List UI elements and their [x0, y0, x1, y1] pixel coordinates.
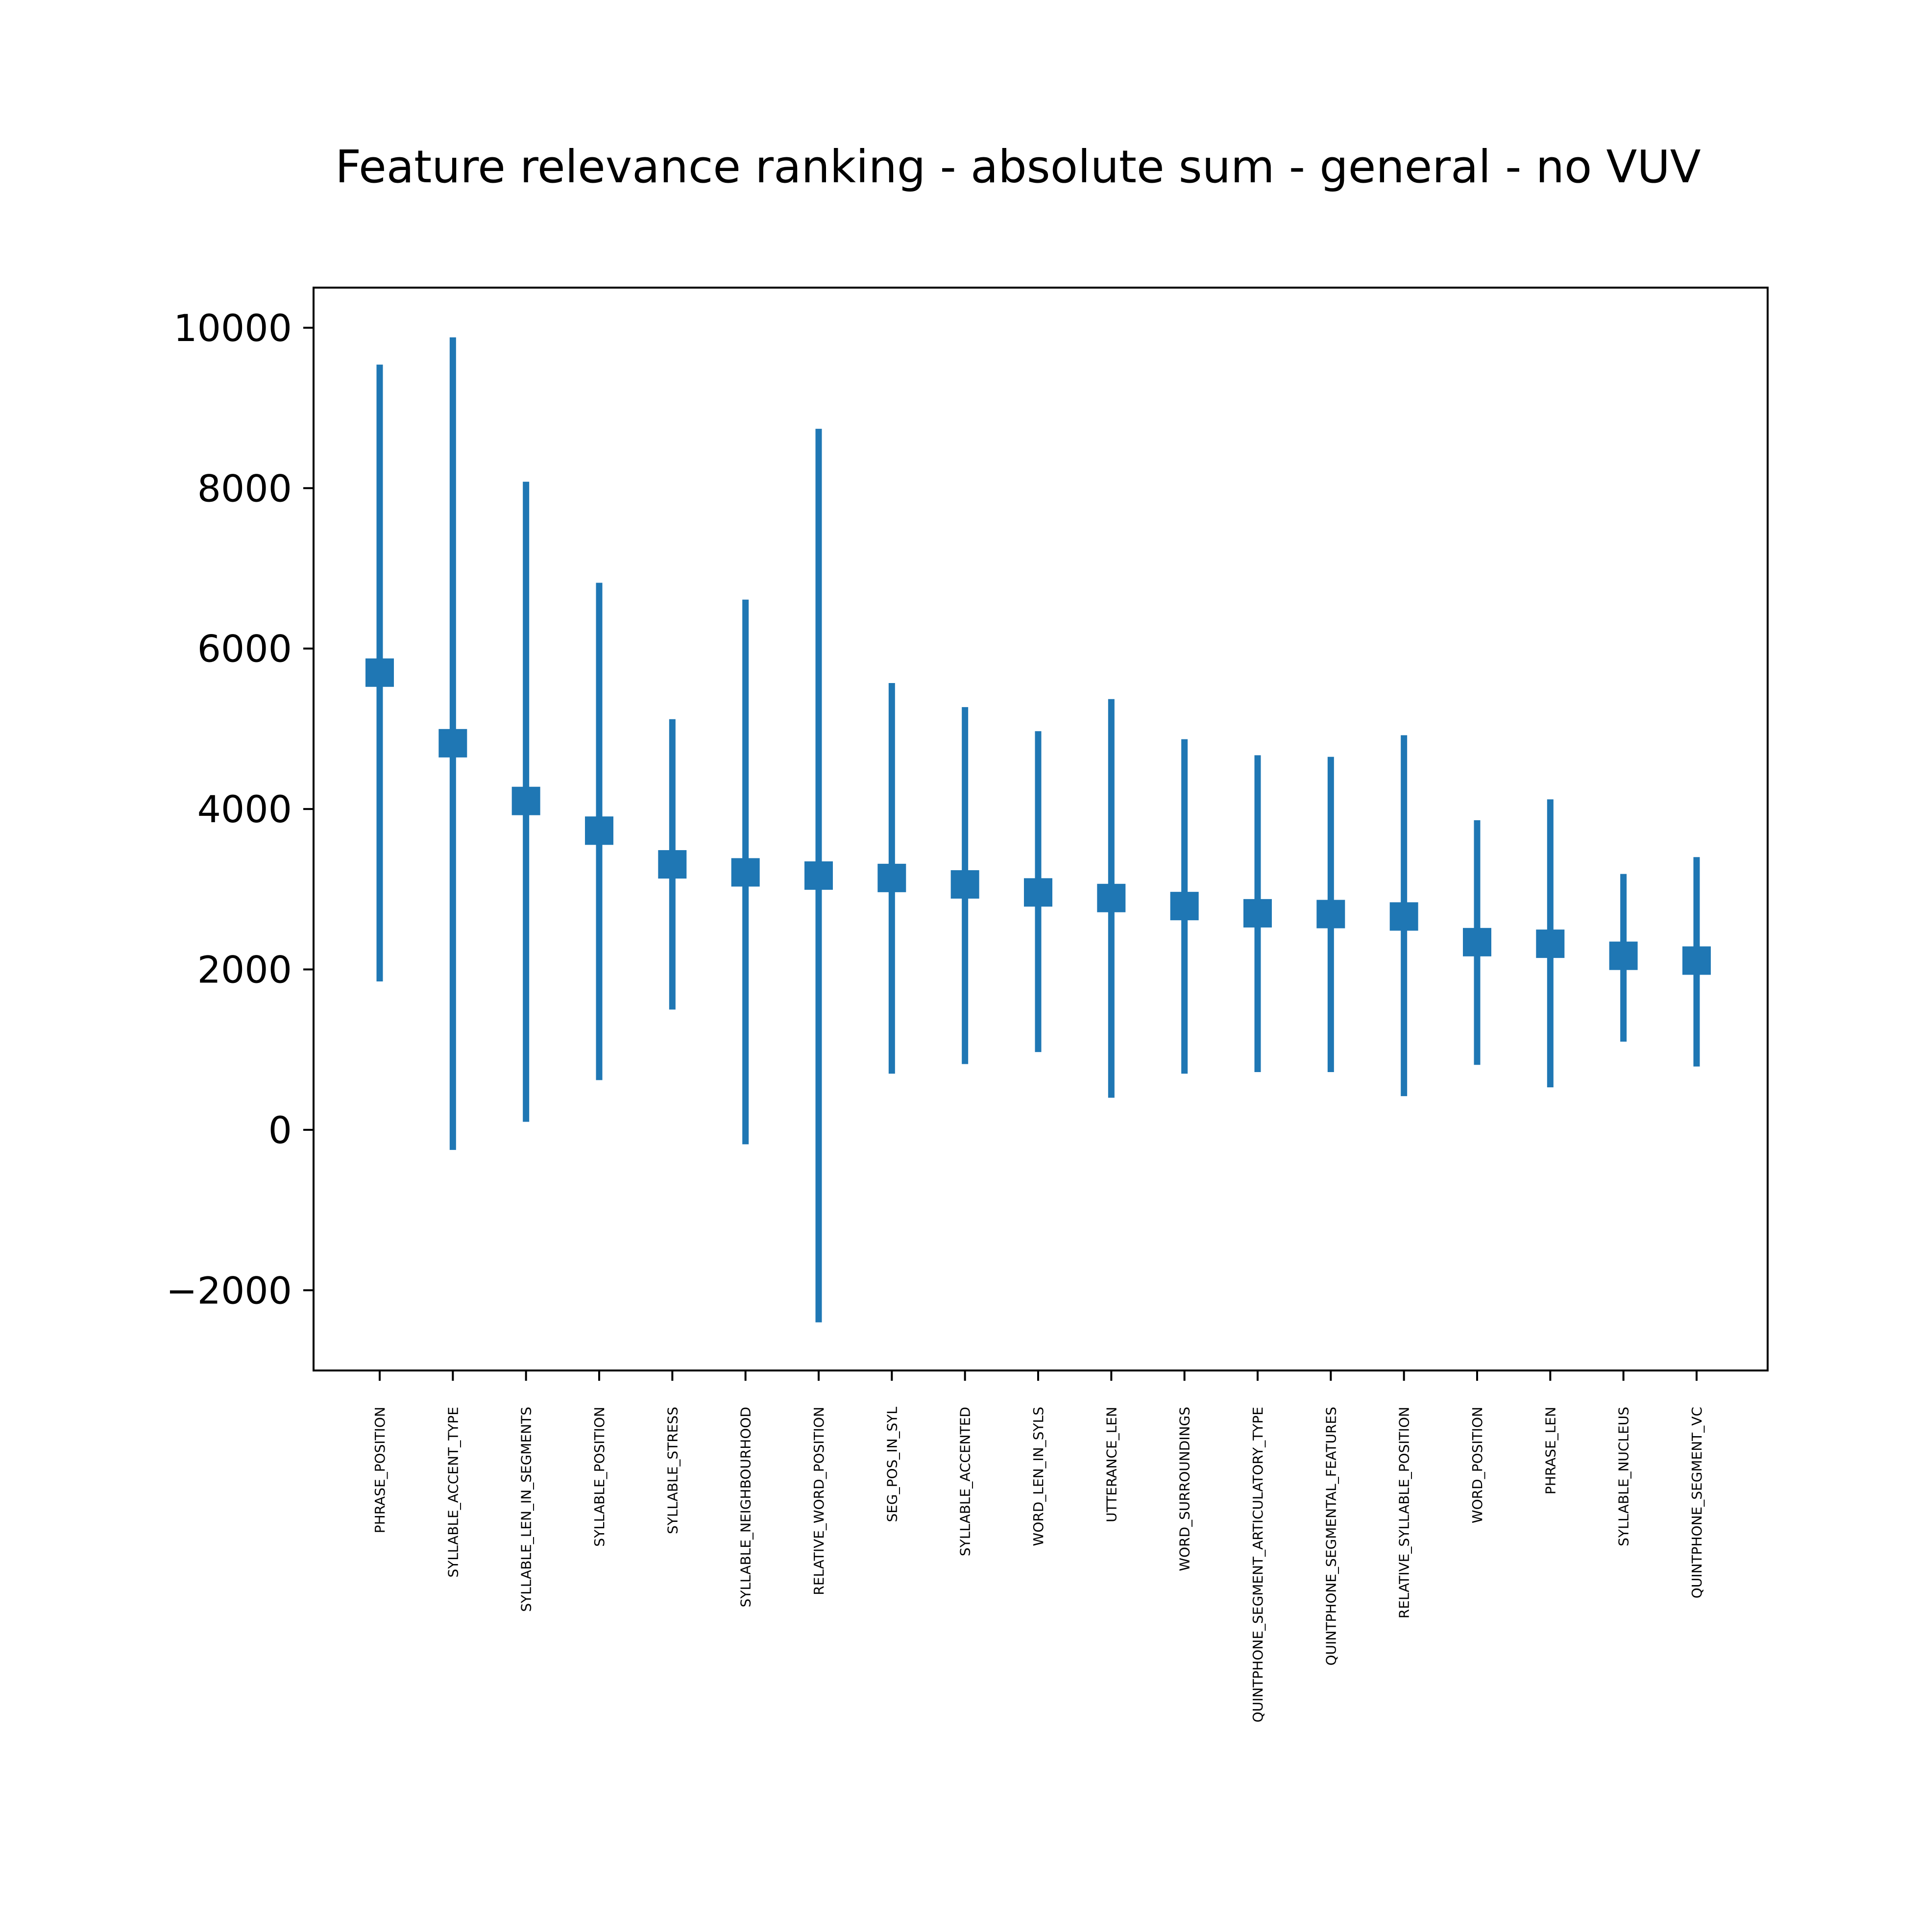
plot-area-frame: [313, 287, 1769, 1371]
data-point-marker: [1243, 899, 1272, 928]
x-tick-label: QUINTPHONE_SEGMENT_ARTICULATORY_TYPE: [1250, 1407, 1266, 1722]
x-tick-label: QUINTPHONE_SEGMENT_VC: [1689, 1407, 1705, 1598]
x-tick-label: PHRASE_POSITION: [372, 1407, 388, 1533]
x-tick-label: WORD_POSITION: [1469, 1407, 1485, 1523]
data-point-marker: [658, 850, 687, 879]
data-point-marker: [1609, 941, 1638, 970]
y-tick-label: 6000: [197, 627, 292, 671]
data-point-marker: [1097, 883, 1126, 912]
y-tick-label: 4000: [197, 787, 292, 831]
y-tick-label: 2000: [197, 948, 292, 991]
data-point-marker: [731, 858, 760, 887]
chart-title: Feature relevance ranking - absolute sum…: [335, 141, 1701, 193]
x-tick-label: SEG_POS_IN_SYL: [884, 1407, 900, 1522]
y-tick-label: 8000: [197, 466, 292, 510]
x-tick-label: WORD_LEN_IN_SYLS: [1030, 1407, 1046, 1546]
x-tick-label: RELATIVE_WORD_POSITION: [811, 1407, 827, 1595]
y-tick-label: 10000: [173, 306, 292, 350]
x-tick-label: SYLLABLE_ACCENT_TYPE: [445, 1407, 461, 1578]
y-axis: −2000 0 2000 4000 6000 8000 10000: [166, 306, 314, 1312]
data-point-marker: [1024, 878, 1052, 907]
data-point-marker: [1463, 928, 1491, 956]
data-point-marker: [365, 658, 394, 687]
x-tick-label: SYLLABLE_LEN_IN_SEGMENTS: [518, 1407, 535, 1612]
data-point-marker: [1170, 892, 1199, 921]
x-tick-label: PHRASE_LEN: [1542, 1407, 1558, 1494]
x-tick-label: RELATIVE_SYLLABLE_POSITION: [1396, 1407, 1412, 1618]
data-point-marker: [1389, 902, 1418, 931]
data-point-marker: [1316, 900, 1345, 929]
data-point-marker: [804, 861, 833, 890]
x-tick-label: SYLLABLE_NUCLEUS: [1616, 1407, 1632, 1546]
x-axis: PHRASE_POSITION SYLLABLE_ACCENT_TYPE SYLLA…: [372, 1370, 1705, 1722]
data-point-marker: [1536, 929, 1565, 958]
data-point-marker: [438, 729, 467, 758]
x-tick-label: SYLLABLE_POSITION: [591, 1407, 608, 1547]
x-tick-label: SYLLABLE_NEIGHBOURHOOD: [738, 1407, 754, 1607]
x-tick-label: SYLLABLE_STRESS: [664, 1407, 681, 1534]
data-point-marker: [950, 870, 979, 899]
x-tick-label: WORD_SURROUNDINGS: [1177, 1407, 1193, 1571]
x-tick-label: SYLLABLE_ACCENTED: [957, 1407, 973, 1556]
data-point-marker: [511, 786, 540, 815]
data-point-marker: [877, 863, 906, 892]
x-tick-label: QUINTPHONE_SEGMENTAL_FEATURES: [1323, 1407, 1339, 1665]
x-tick-label: UTTERANCE_LEN: [1103, 1407, 1119, 1522]
y-tick-label: 0: [268, 1108, 292, 1152]
data-point-marker: [585, 816, 613, 845]
y-tick-label: −2000: [166, 1269, 292, 1312]
error-bar-layer: [365, 337, 1711, 1322]
data-point-marker: [1682, 946, 1711, 975]
